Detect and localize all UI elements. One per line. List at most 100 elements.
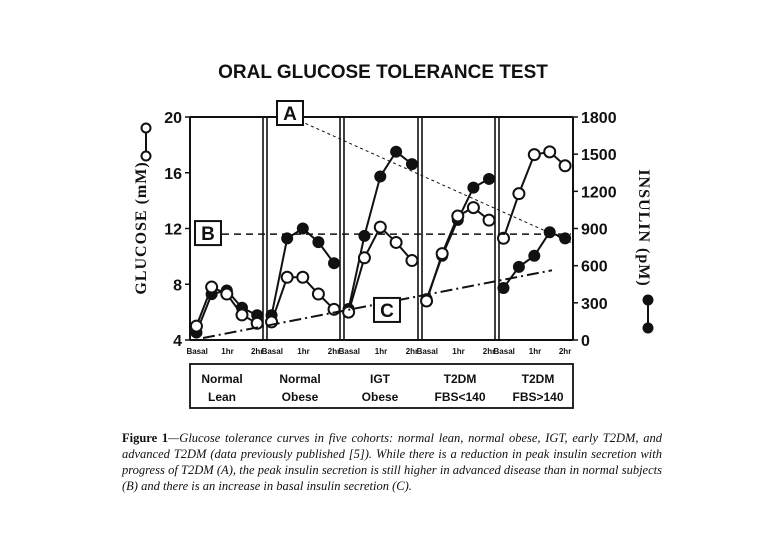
glucose-point xyxy=(512,187,526,201)
insulin-point xyxy=(559,232,572,245)
cohort-name: Normal xyxy=(201,372,242,386)
glucose-point xyxy=(280,270,294,284)
x-tick-label: Basal xyxy=(494,347,515,356)
insulin-point xyxy=(483,172,496,185)
cohort-descriptor: Obese xyxy=(362,390,399,404)
x-tick-label: 2hr xyxy=(483,347,495,356)
caption-label: Figure 1 xyxy=(122,431,169,445)
plot-area: 20 16 12 8 4 1800 1500 1200 900 600 300 0 Basal 1hr 2h… xyxy=(164,100,617,409)
y2-tick-label: 600 xyxy=(581,259,608,276)
y2-tick-label: 900 xyxy=(581,222,608,239)
glucose-point xyxy=(373,220,387,234)
x-tick-label: Basal xyxy=(339,347,360,356)
y-tick-label: 12 xyxy=(164,222,182,239)
y-axis-label: GLUCOSE (mM) xyxy=(133,161,150,294)
cohort-descriptor: FBS>140 xyxy=(512,390,563,404)
cohort-name: T2DM xyxy=(444,372,477,386)
glucose-point xyxy=(389,235,403,249)
glucose-point xyxy=(235,308,249,322)
insulin-point xyxy=(358,229,371,242)
insulin-point xyxy=(328,257,341,270)
cohort-descriptor: Obese xyxy=(282,390,319,404)
legend-marker xyxy=(642,294,654,306)
y-tick-label: 4 xyxy=(173,333,182,350)
glucose-point xyxy=(558,159,572,173)
insulin-point xyxy=(467,181,480,194)
glucose-point xyxy=(543,145,557,159)
glucose-point xyxy=(482,213,496,227)
figure-caption: Figure 1—Glucose tolerance curves in fiv… xyxy=(122,430,662,494)
x-tick-label: 2hr xyxy=(406,347,418,356)
glucose-point xyxy=(527,148,541,162)
y2-tick-label: 300 xyxy=(581,296,608,313)
annotation-label-box xyxy=(373,296,401,323)
x-tick-label: 2hr xyxy=(251,347,263,356)
glucose-point xyxy=(265,315,279,329)
x-tick-label: 1hr xyxy=(221,347,233,356)
insulin-point xyxy=(312,236,325,249)
cohort-descriptor: Lean xyxy=(208,390,236,404)
cohort-name: T2DM xyxy=(522,372,555,386)
annotation-label: B xyxy=(201,224,215,245)
cohort-table xyxy=(189,363,574,409)
annotation-label-box xyxy=(276,100,304,126)
glucose-point xyxy=(435,247,449,261)
annotation-label: A xyxy=(283,104,297,125)
x-tick-label: Basal xyxy=(262,347,283,356)
y2-tick-label: 1800 xyxy=(581,110,617,127)
insulin-point xyxy=(281,232,294,245)
x-tick-label: 2hr xyxy=(559,347,571,356)
annotation-a-line xyxy=(299,120,572,243)
insulin-point xyxy=(296,222,309,235)
glucose-point xyxy=(250,316,264,330)
x-tick-label: 2hr xyxy=(328,347,340,356)
x-tick-label: Basal xyxy=(417,347,438,356)
insulin-point xyxy=(374,170,387,183)
glucose-point xyxy=(342,305,356,319)
legend-marker xyxy=(140,150,152,162)
insulin-point xyxy=(497,281,510,294)
y2-tick-label: 1500 xyxy=(581,147,617,164)
glucose-point xyxy=(466,201,480,215)
cohort-descriptor: FBS<140 xyxy=(434,390,485,404)
x-tick-label: 1hr xyxy=(452,347,464,356)
glucose-point xyxy=(189,319,203,333)
insulin-point xyxy=(543,226,556,239)
y-tick-label: 8 xyxy=(173,277,182,294)
legend-marker xyxy=(140,122,152,134)
insulin-point xyxy=(528,249,541,262)
glucose-legend-marker xyxy=(140,122,152,162)
y-tick-label: 16 xyxy=(164,166,182,183)
glucose-series-line xyxy=(270,276,335,323)
glucose-point xyxy=(205,280,219,294)
insulin-point xyxy=(405,158,418,171)
annotation-label-box xyxy=(194,220,222,247)
glucose-point xyxy=(311,287,325,301)
y2-tick-label: 1200 xyxy=(581,184,617,201)
y2-axis-label: INSULIN (pM) xyxy=(635,169,652,286)
legend-marker xyxy=(642,322,654,334)
cohort-name: IGT xyxy=(370,372,391,386)
y2-tick-label: 0 xyxy=(581,333,590,350)
annotation-label: C xyxy=(380,301,394,322)
y-tick-label: 20 xyxy=(164,110,182,127)
glucose-point xyxy=(296,270,310,284)
x-tick-label: Basal xyxy=(186,347,207,356)
glucose-point xyxy=(420,294,434,308)
glucose-point xyxy=(451,209,465,223)
x-tick-label: 1hr xyxy=(297,347,309,356)
insulin-series-line xyxy=(425,178,490,300)
x-tick-label: 1hr xyxy=(529,347,541,356)
glucose-point xyxy=(220,287,234,301)
insulin-point xyxy=(390,145,403,158)
chart-title: ORAL GLUCOSE TOLERANCE TEST xyxy=(218,62,548,83)
glucose-point xyxy=(357,251,371,265)
caption-text: —Glucose tolerance curves in five cohort… xyxy=(122,431,662,493)
x-tick-label: 1hr xyxy=(375,347,387,356)
insulin-legend-marker xyxy=(642,294,654,334)
glucose-point xyxy=(497,231,510,245)
glucose-point xyxy=(405,254,419,268)
cohort-name: Normal xyxy=(279,372,320,386)
insulin-point xyxy=(512,260,525,273)
